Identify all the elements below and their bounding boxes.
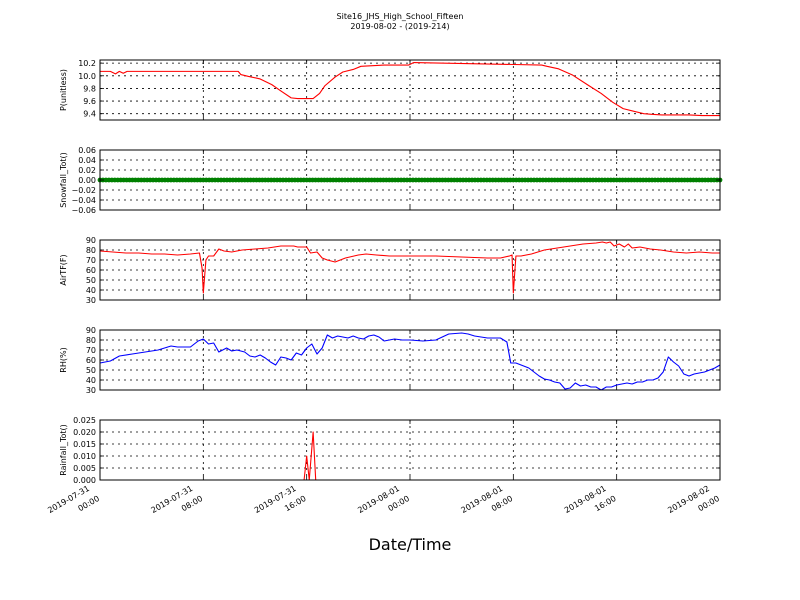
y-tick-label: 90 (86, 236, 96, 245)
y-axis-label: AirTF(F) (59, 254, 68, 285)
y-tick-label: 0.025 (73, 416, 96, 425)
y-tick-label: 30 (86, 386, 96, 395)
y-tick-label: −0.04 (71, 196, 96, 205)
y-tick-label: 50 (86, 276, 96, 285)
panel-1: 9.4 9.6 9.8 10.0 10.2 P(unitless) (59, 59, 721, 121)
series-line (99, 241, 720, 294)
y-tick-label: 40 (86, 376, 96, 385)
y-tick-label: 0.04 (78, 156, 96, 165)
panel-2: −0.06−0.04−0.020.000.020.040.06 Snowfall_… (59, 146, 723, 215)
y-tick-label: 90 (86, 326, 96, 335)
y-tick-label: 0.005 (73, 464, 96, 473)
y-tick-label: 0.020 (73, 428, 96, 437)
y-tick-label: 10.0 (78, 72, 96, 81)
y-tick-label: −0.06 (71, 206, 96, 215)
y-tick-label: 70 (86, 346, 96, 355)
series-line (99, 332, 721, 391)
panel-5: 0.000 0.005 0.010 0.015 0.020 0.025 Rainfall_T… (59, 416, 721, 485)
y-tick-label: 0.015 (73, 440, 96, 449)
y-tick-label: 0.010 (73, 452, 96, 461)
y-axis-label: Rainfall_Tot() (59, 424, 68, 476)
y-tick-label: −0.02 (71, 186, 96, 195)
y-tick-label: 0.000 (73, 476, 96, 485)
y-tick-label: 40 (86, 286, 96, 295)
y-axis-label: P(unitless) (59, 69, 68, 111)
y-tick-label: 9.6 (83, 97, 96, 106)
y-tick-label: 9.4 (83, 110, 96, 119)
chart-title-line1: Site16_JHS_High_School_Fifteen (337, 12, 464, 21)
y-tick-label: 10.2 (78, 59, 96, 68)
y-tick-label: 80 (86, 246, 96, 255)
y-tick-label: 60 (86, 356, 96, 365)
series-line (100, 61, 720, 117)
y-tick-label: 0.02 (78, 166, 96, 175)
x-axis-label: Date/Time (369, 535, 452, 554)
chart-title-line2: 2019-08-02 - (2019-214) (350, 22, 449, 31)
y-tick-label: 70 (86, 256, 96, 265)
y-tick-label: 0.06 (78, 146, 96, 155)
y-tick-label: 30 (86, 296, 96, 305)
y-tick-label: 50 (86, 366, 96, 375)
y-axis-label: RH(%) (59, 347, 68, 372)
y-tick-label: 80 (86, 336, 96, 345)
y-tick-label: 9.8 (83, 84, 96, 93)
y-tick-label: 0.00 (78, 176, 96, 185)
y-tick-label: 60 (86, 266, 96, 275)
y-axis-label: Snowfall_Tot() (59, 152, 68, 208)
panels-group: 9.4 9.6 9.8 10.0 10.2 P(unitless) −0.06−0.04−0… (59, 59, 723, 485)
